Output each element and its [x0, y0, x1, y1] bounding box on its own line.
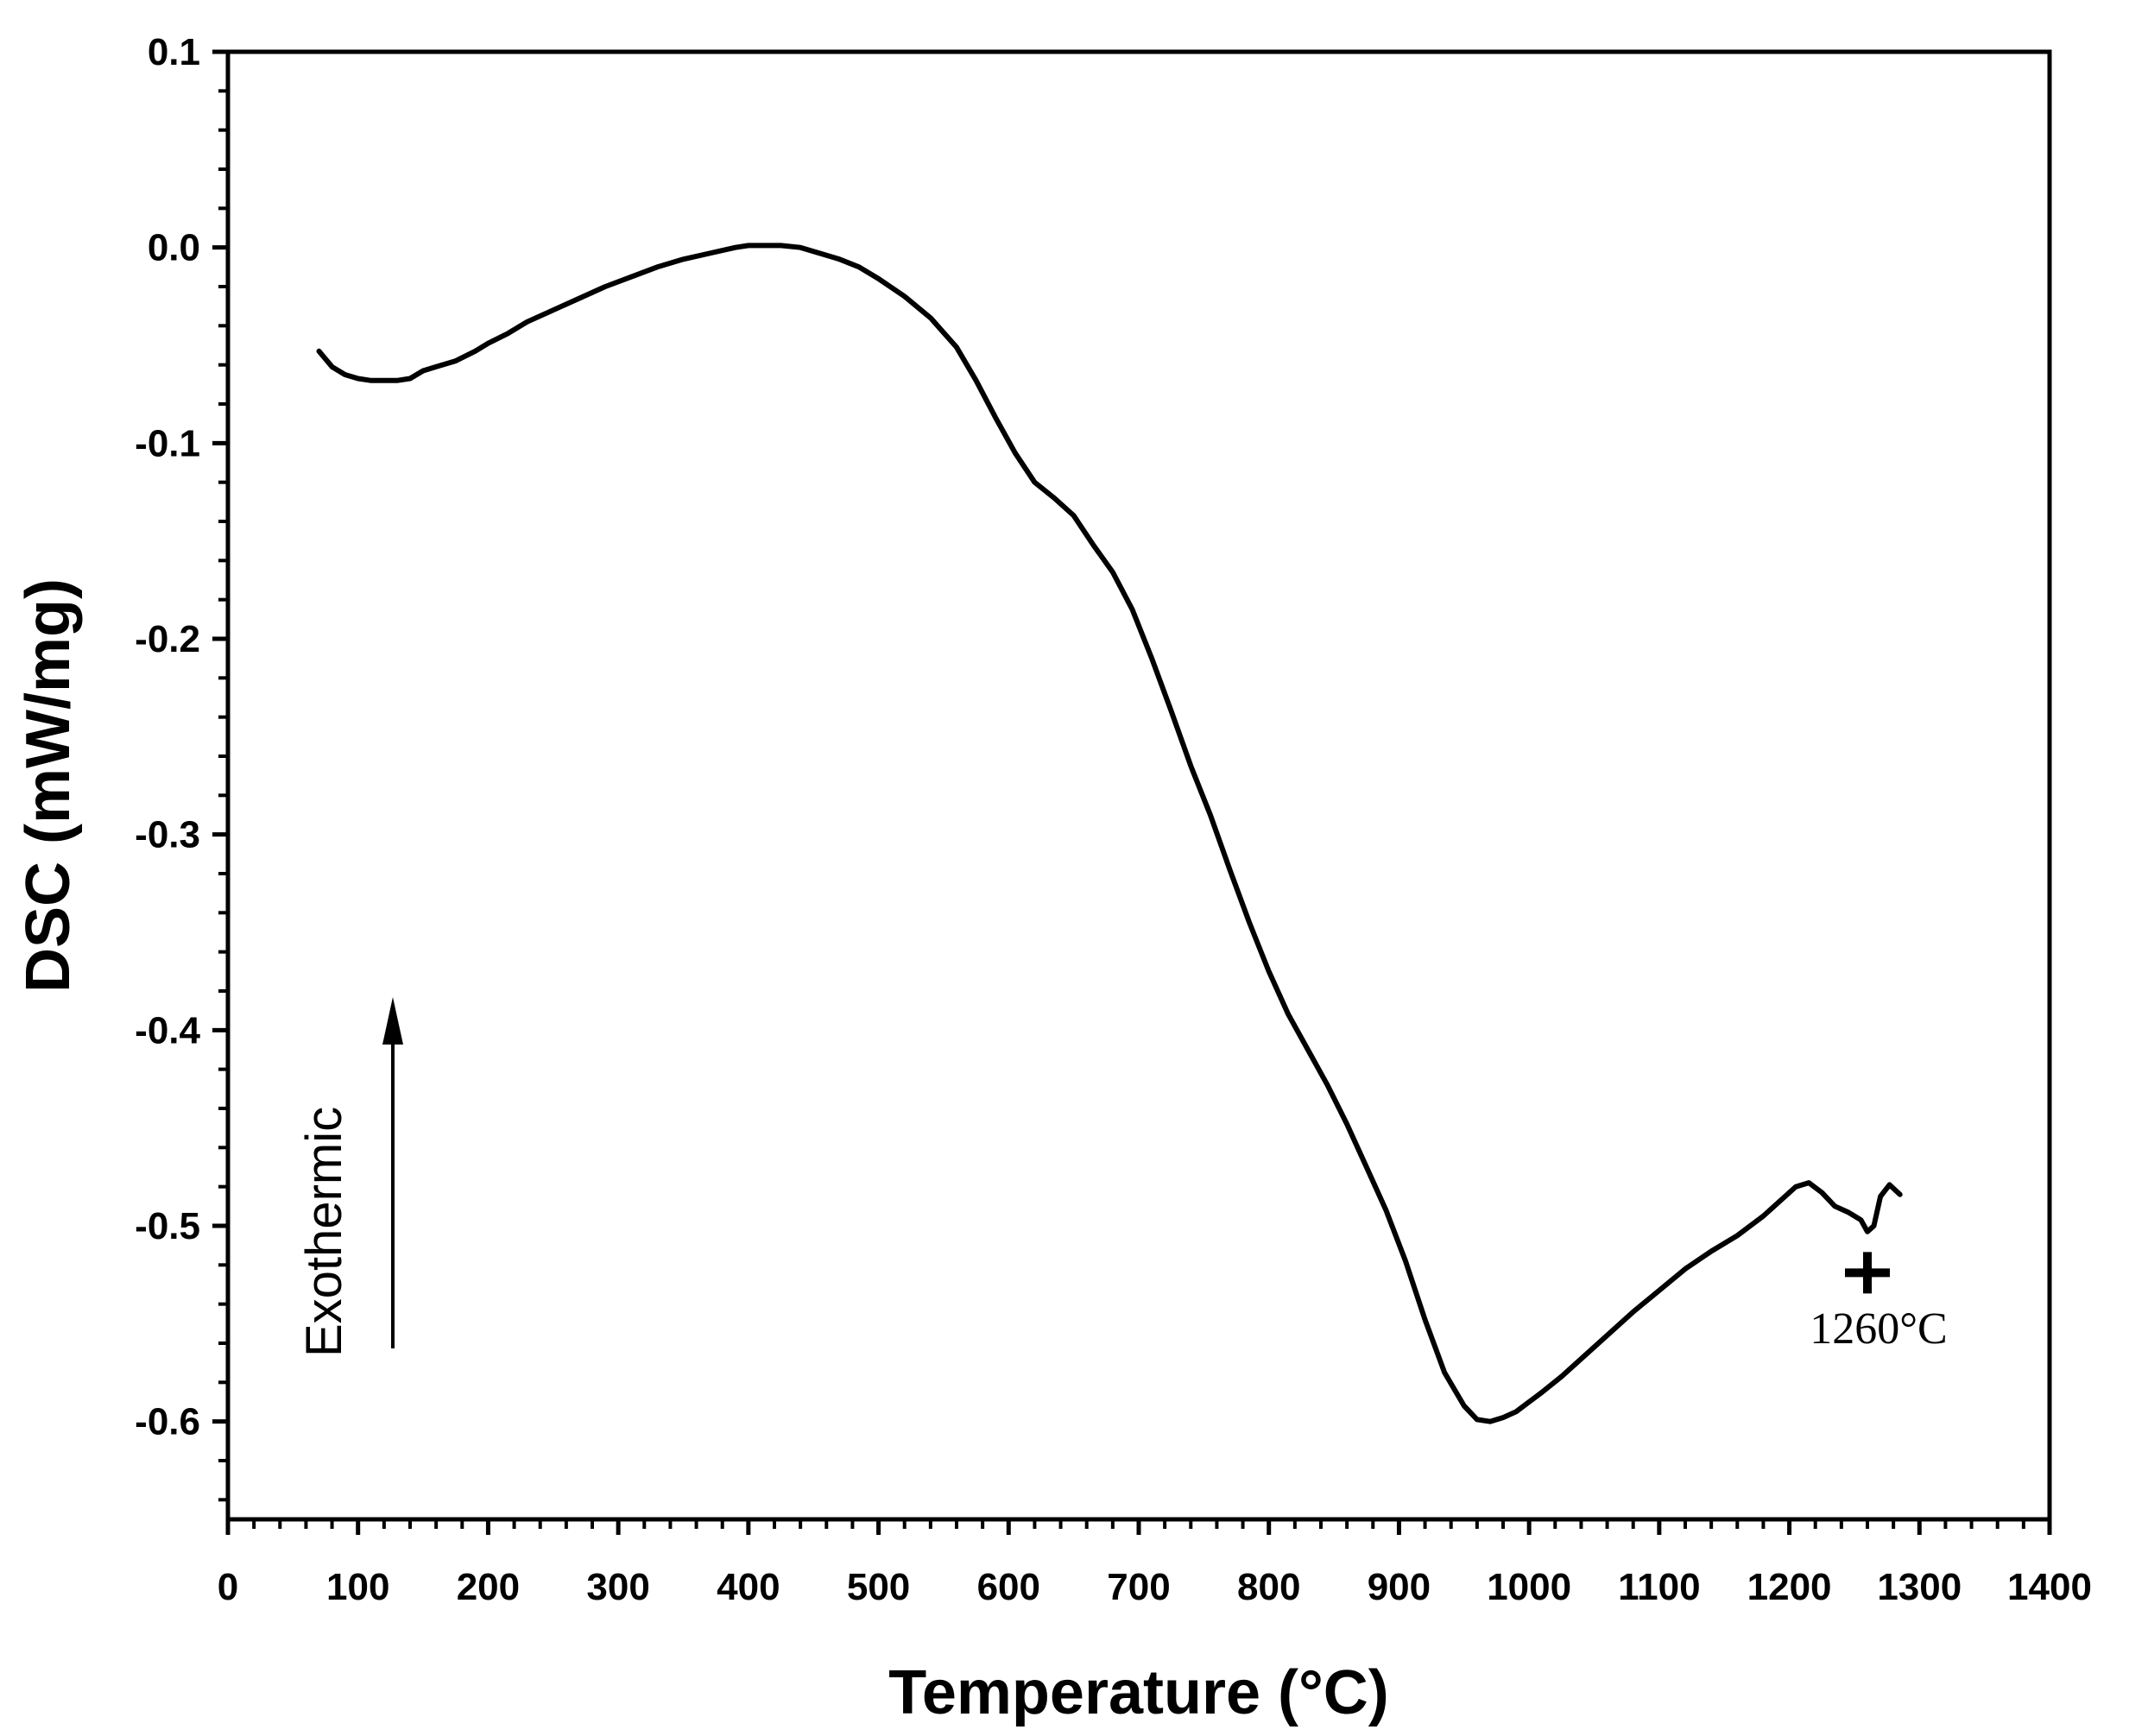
x-tick-label: 800 [1237, 1566, 1300, 1608]
x-tick-label: 600 [977, 1566, 1040, 1608]
x-tick-label: 1100 [1618, 1566, 1700, 1608]
y-tick-label: -0.6 [135, 1401, 200, 1443]
x-tick-label: 700 [1107, 1566, 1170, 1608]
x-tick-label: 900 [1368, 1566, 1431, 1608]
marker-label: 1260°C [1810, 1304, 1947, 1354]
plot-frame [225, 49, 2052, 1522]
y-tick-label: -0.2 [135, 618, 200, 660]
x-tick-label: 1200 [1747, 1566, 1832, 1608]
y-tick-label: -0.3 [135, 814, 200, 856]
y-tick-label: -0.1 [135, 422, 200, 464]
exothermic-label: Exothermic [296, 1107, 352, 1357]
x-tick-label: 200 [457, 1566, 520, 1608]
y-tick-labels: 0.1 0.0 -0.1 -0.2 -0.3 -0.4 -0.5 -0.6 [135, 31, 200, 1443]
plus-marker-icon [1845, 1252, 1890, 1294]
y-tick-label: 0.0 [148, 227, 200, 269]
y-tick-label: 0.1 [148, 31, 200, 73]
exothermic-arrow-head [382, 997, 403, 1045]
x-tick-label: 100 [326, 1566, 389, 1608]
x-tick-label: 1400 [2007, 1566, 2092, 1608]
x-tick-label: 1300 [1877, 1566, 1962, 1608]
ticks-layer [212, 49, 2052, 1535]
y-tick-label: -0.5 [135, 1205, 200, 1247]
y-axis-title: DSC (mW/mg) [14, 578, 83, 993]
y-tick-label: -0.4 [135, 1009, 200, 1051]
x-tick-label: 300 [586, 1566, 649, 1608]
dsc-series-line [316, 243, 1903, 1424]
x-axis-title: Temperature (°C) [888, 1658, 1389, 1727]
x-tick-label: 1000 [1487, 1566, 1571, 1608]
x-tick-label: 0 [218, 1566, 238, 1608]
x-tick-labels: 0 100 200 300 400 500 600 700 800 900 1000 1100 1200… [218, 1566, 2092, 1608]
x-tick-label: 500 [847, 1566, 910, 1608]
x-tick-label: 400 [717, 1566, 780, 1608]
